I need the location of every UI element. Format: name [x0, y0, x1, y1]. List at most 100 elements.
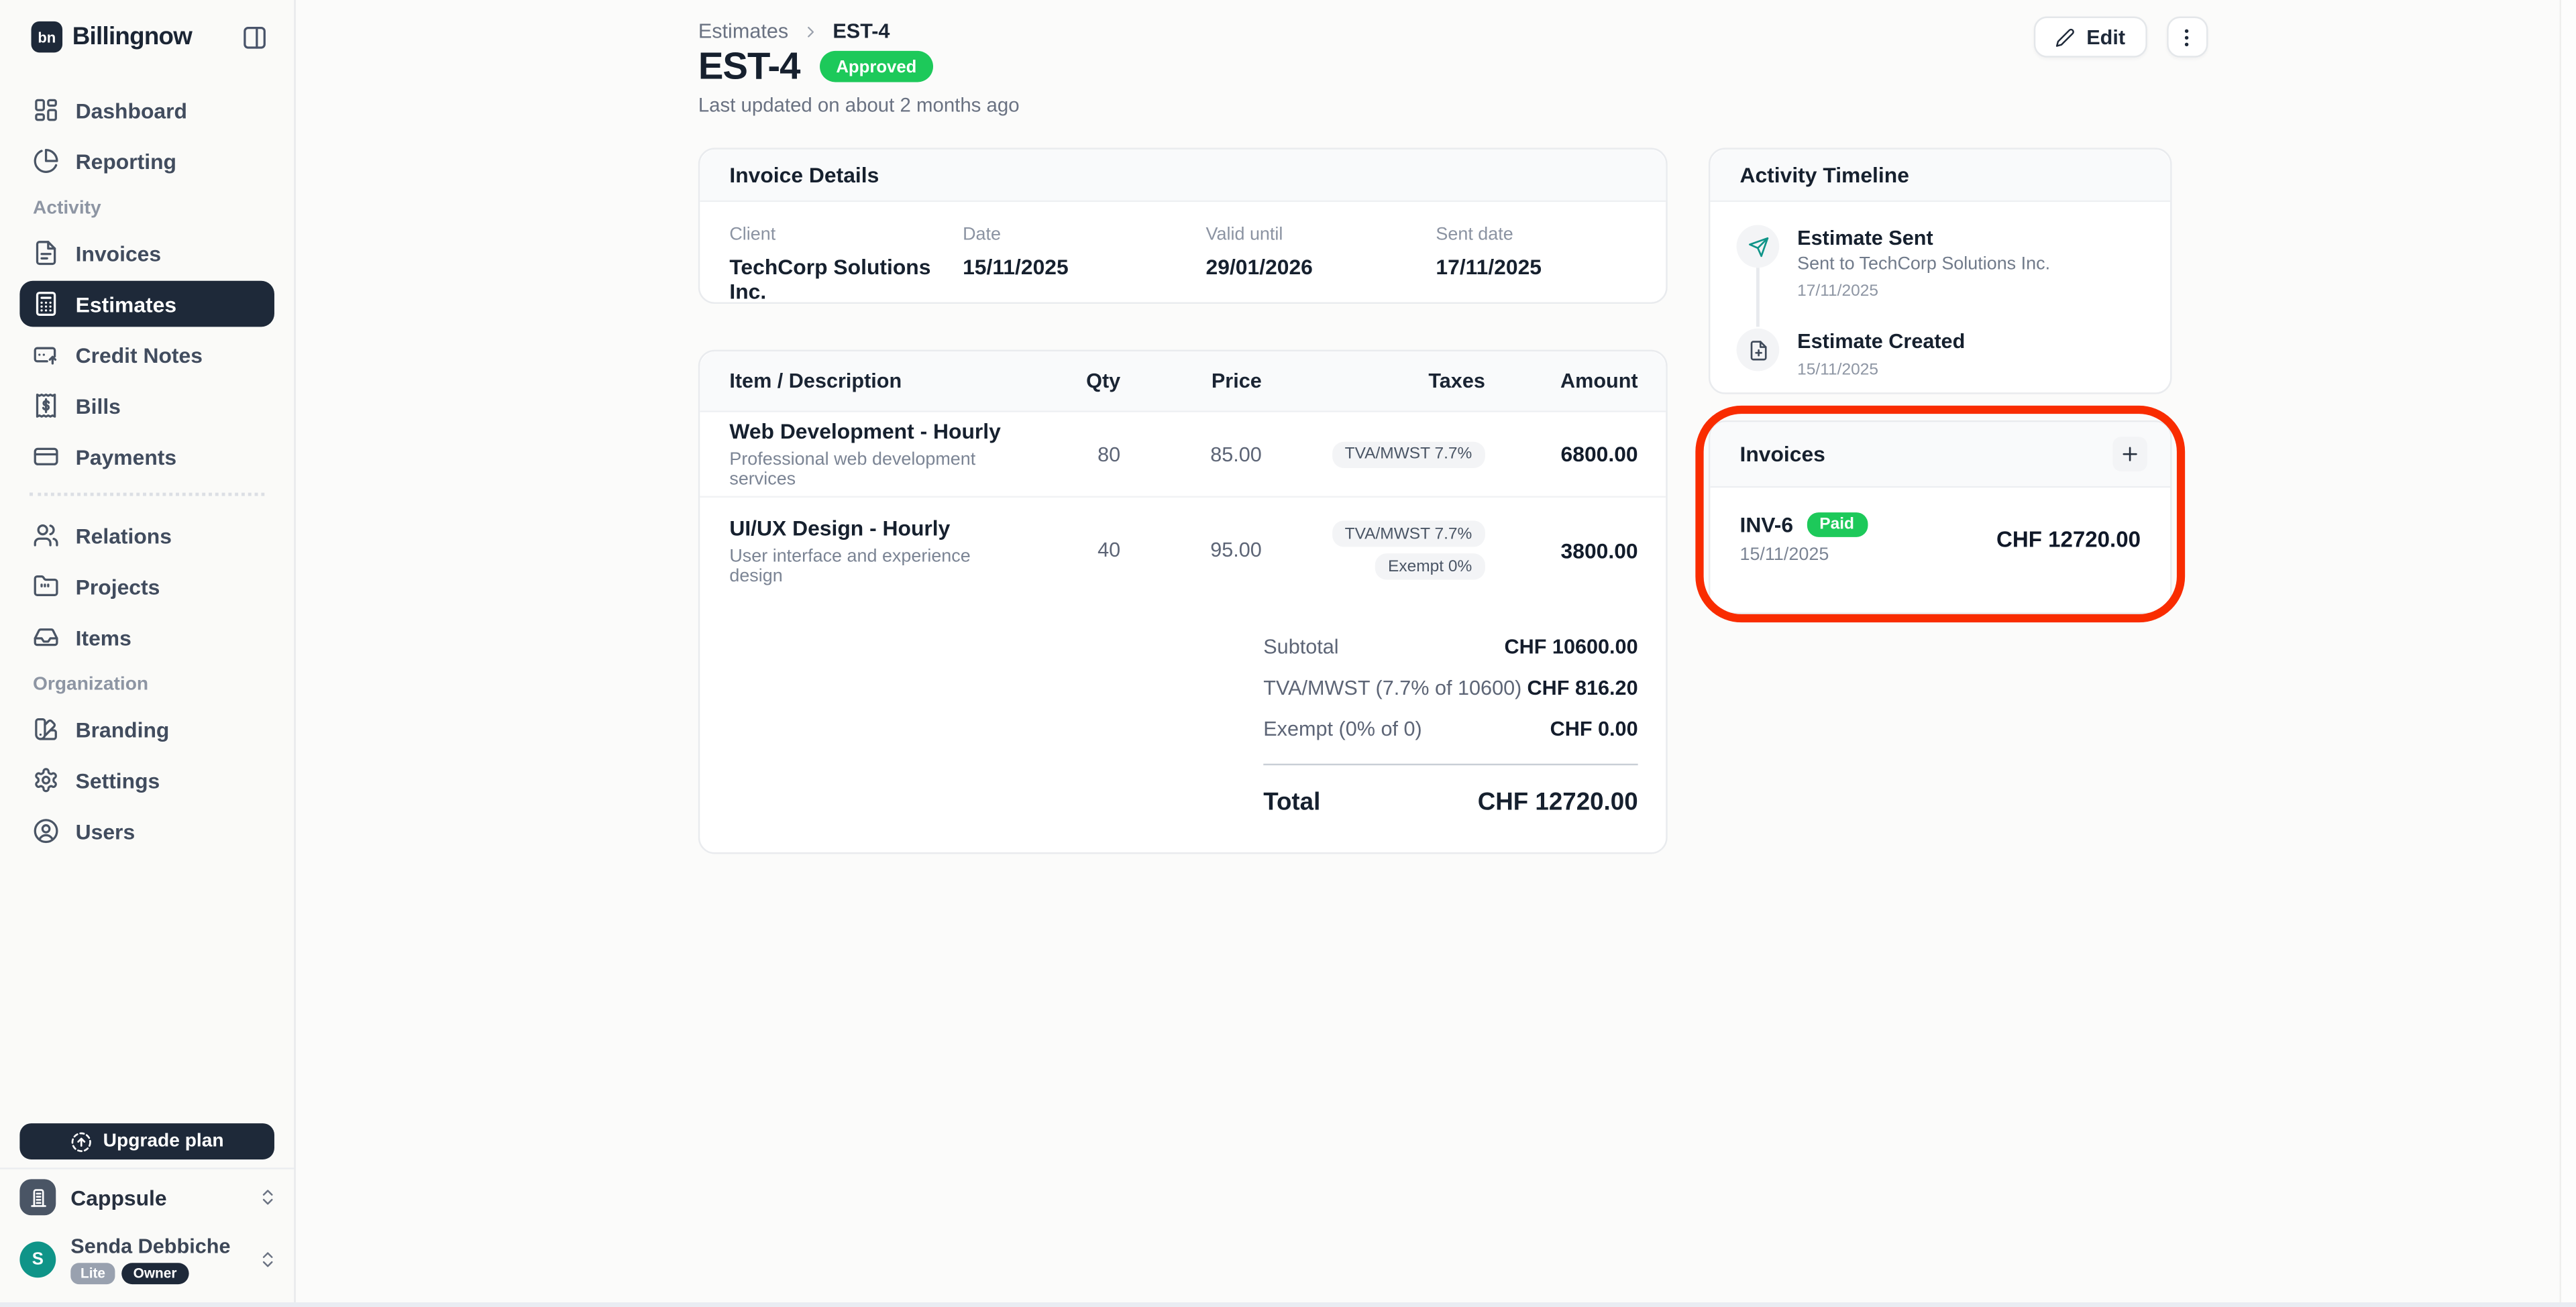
line-items-table-header: Item / Description Qty Price Taxes Amoun… — [700, 351, 1666, 412]
table-row: Web Development - Hourly Professional we… — [700, 412, 1666, 498]
breadcrumb-estimates[interactable]: Estimates — [698, 19, 789, 43]
invoice-details-header: Invoice Details — [700, 149, 1666, 203]
sidebar-item-reporting[interactable]: Reporting — [19, 138, 274, 184]
summary-row-tax: TVA/MWST (7.7% of 10600) CHF 816.20 — [1263, 677, 1638, 699]
status-badge: Approved — [819, 50, 933, 82]
timeline-event-sent: Estimate Sent Sent to TechCorp Solutions… — [1736, 225, 2144, 327]
chevrons-up-down-icon — [258, 1250, 277, 1269]
upgrade-plan-button[interactable]: Upgrade plan — [19, 1123, 274, 1159]
field-label: Valid until — [1205, 225, 1283, 245]
invoices-card: Invoices INV-6 Paid 15/11/2025 CHF 12720… — [1708, 420, 2172, 614]
table-row: UI/UX Design - Hourly User interface and… — [700, 498, 1666, 603]
column-amount: Amount — [1560, 370, 1638, 393]
invoice-details-body: Client TechCorp Solutions Inc. Date 15/1… — [700, 202, 1666, 304]
sidebar-toggle-icon[interactable] — [241, 25, 268, 51]
column-price: Price — [1211, 370, 1262, 393]
sidebar-item-branding[interactable]: Branding — [19, 706, 274, 752]
breadcrumb-current: EST-4 — [833, 19, 890, 43]
sidebar-item-estimates[interactable]: Estimates — [19, 280, 274, 327]
invoice-amount: CHF 12720.00 — [1996, 526, 2141, 551]
circle-arrow-up-icon — [70, 1131, 92, 1152]
line-items-card: Item / Description Qty Price Taxes Amoun… — [698, 349, 1668, 854]
more-options-button[interactable] — [2166, 16, 2208, 58]
amount-cell: 3800.00 — [1560, 538, 1638, 563]
plan-badge: Lite — [70, 1262, 115, 1284]
timeline-event-date: 15/11/2025 — [1797, 361, 1878, 380]
paid-badge: Paid — [1806, 512, 1868, 537]
pencil-icon — [2055, 27, 2075, 46]
sidebar-item-label: Estimates — [75, 291, 177, 317]
sidebar-item-label: Reporting — [75, 148, 176, 174]
timeline-connector — [1756, 268, 1759, 327]
workspace-switcher[interactable]: Cappsule — [19, 1178, 277, 1217]
total-label: Total — [1263, 788, 1321, 817]
sidebar-item-payments[interactable]: Payments — [19, 434, 274, 480]
invoice-date: 15/11/2025 — [1739, 545, 1829, 565]
item-name: UI/UX Design - Hourly — [729, 514, 951, 540]
field-value: 29/01/2026 — [1205, 254, 1313, 280]
field-date: Date 15/11/2025 — [963, 225, 1205, 304]
summary-label: TVA/MWST (7.7% of 10600) — [1263, 676, 1522, 700]
sidebar-item-label: Branding — [75, 716, 170, 742]
inbox-icon — [33, 624, 59, 650]
tax-pill: TVA/MWST 7.7% — [1332, 520, 1485, 547]
sidebar-item-dashboard[interactable]: Dashboard — [19, 87, 274, 133]
file-text-icon — [33, 240, 59, 266]
activity-timeline-header: Activity Timeline — [1710, 149, 2171, 203]
kebab-icon — [2176, 25, 2198, 48]
edit-button[interactable]: Edit — [2033, 16, 2147, 58]
sidebar-item-label: Users — [75, 818, 136, 844]
amount-cell: 6800.00 — [1560, 441, 1638, 467]
item-cell: Web Development - Hourly Professional we… — [729, 418, 1025, 489]
sidebar-bottom-divider — [0, 1168, 294, 1170]
dashboard-icon — [33, 97, 59, 123]
user-menu[interactable]: S Senda Debbiche Lite Owner — [19, 1233, 277, 1286]
invoice-number: INV-6 — [1739, 512, 1794, 537]
sidebar-item-bills[interactable]: Bills — [19, 383, 274, 429]
field-value: TechCorp Solutions Inc. — [729, 254, 931, 304]
role-badge: Owner — [121, 1262, 189, 1284]
sidebar-item-label: Credit Notes — [75, 342, 203, 367]
timeline-event-subtitle: Sent to TechCorp Solutions Inc. — [1797, 254, 2051, 274]
field-value: 17/11/2025 — [1436, 254, 1542, 280]
invoice-row[interactable]: INV-6 Paid 15/11/2025 CHF 12720.00 — [1710, 488, 2170, 565]
calculator-icon — [33, 290, 59, 317]
sidebar-item-label: Bills — [75, 393, 121, 418]
brand-logo[interactable]: bn Billingnow — [31, 21, 193, 53]
sidebar-item-label: Dashboard — [75, 97, 187, 123]
file-plus-icon — [1736, 328, 1780, 372]
last-updated-text: Last updated on about 2 months ago — [698, 93, 1020, 117]
price-cell: 95.00 — [1210, 538, 1262, 562]
scrollbar-track[interactable] — [2559, 0, 2576, 1307]
qty-cell: 40 — [1097, 538, 1121, 562]
sidebar-divider — [30, 492, 265, 496]
sidebar-item-items[interactable]: Items — [19, 614, 274, 661]
sidebar-nav: Dashboard Reporting Activity Invoices E — [0, 87, 294, 859]
gear-icon — [33, 767, 59, 793]
timeline-event-content: Estimate Sent Sent to TechCorp Solutions… — [1797, 225, 2051, 300]
item-description: Professional web development services — [729, 450, 976, 490]
field-valid-until: Valid until 29/01/2026 — [1206, 225, 1436, 304]
sidebar-item-invoices[interactable]: Invoices — [19, 230, 274, 276]
page-bottom-edge — [0, 1302, 2576, 1307]
chevron-right-icon — [802, 22, 820, 40]
sidebar-item-label: Items — [75, 624, 131, 650]
sidebar-item-users[interactable]: Users — [19, 808, 274, 854]
timeline-event-content: Estimate Created 15/11/2025 — [1797, 329, 1965, 380]
invoice-line1: INV-6 Paid — [1739, 512, 1868, 537]
total-row: Total CHF 12720.00 — [1263, 789, 1638, 817]
timeline-event-created: Estimate Created 15/11/2025 — [1736, 328, 2144, 380]
sidebar-item-settings[interactable]: Settings — [19, 757, 274, 803]
sidebar-item-credit-notes[interactable]: Credit Notes — [19, 332, 274, 378]
summary-value: CHF 10600.00 — [1504, 635, 1638, 659]
sidebar-item-relations[interactable]: Relations — [19, 512, 274, 559]
sidebar-section-organization: Organization — [32, 675, 149, 695]
upgrade-plan-label: Upgrade plan — [103, 1131, 224, 1151]
sidebar-item-projects[interactable]: Projects — [19, 563, 274, 610]
activity-timeline-body: Estimate Sent Sent to TechCorp Solutions… — [1710, 202, 2170, 380]
timeline-icon-wrap — [1736, 328, 1780, 380]
add-invoice-button[interactable] — [2112, 437, 2147, 471]
avatar: S — [19, 1241, 56, 1278]
main-content: Estimates EST-4 EST-4 Approved Last upda… — [296, 0, 2576, 1307]
